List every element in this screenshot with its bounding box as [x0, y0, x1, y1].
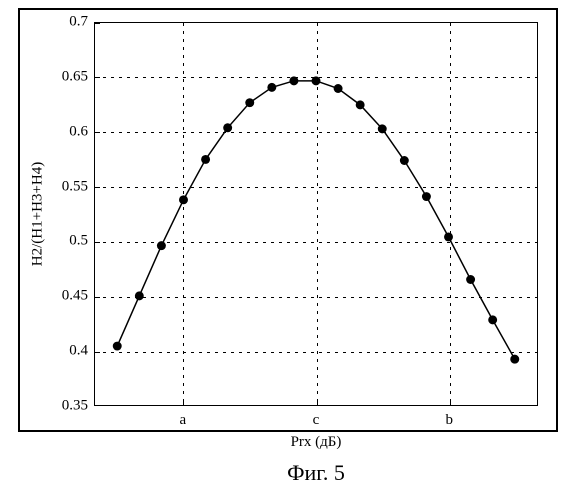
x-axis-label: Prx (дБ): [291, 434, 342, 451]
y-tick-label: 0.35: [62, 398, 94, 415]
y-axis-label: H2/(H1+H3+H4): [30, 162, 47, 266]
x-tick-label: b: [445, 412, 453, 429]
data-marker: [223, 123, 232, 132]
y-tick: [95, 23, 100, 24]
data-marker: [356, 100, 365, 109]
y-tick: [95, 352, 100, 353]
data-marker: [466, 275, 475, 284]
y-tick-label: 0.7: [69, 14, 94, 31]
x-tick-label: a: [179, 412, 186, 429]
data-marker: [400, 156, 409, 165]
data-marker: [267, 83, 276, 92]
y-tick-label: 0.65: [62, 68, 94, 85]
x-tick: [317, 400, 318, 405]
data-marker: [444, 232, 453, 241]
gridline-vertical: [450, 23, 451, 405]
plot-area: [94, 22, 538, 406]
data-marker: [113, 342, 122, 351]
gridline-vertical: [317, 23, 318, 405]
y-tick-label: 0.5: [69, 233, 94, 250]
x-tick-label: c: [313, 412, 320, 429]
data-marker: [510, 355, 519, 364]
y-tick: [95, 297, 100, 298]
data-marker: [422, 192, 431, 201]
figure-caption: Фиг. 5: [287, 460, 345, 486]
data-marker: [488, 315, 497, 324]
y-tick-label: 0.6: [69, 123, 94, 140]
y-tick-label: 0.45: [62, 288, 94, 305]
figure-page: H2/(H1+H3+H4) Prx (дБ) Фиг. 5 0.35 0.4 0.4…: [0, 0, 576, 500]
y-tick-label: 0.55: [62, 178, 94, 195]
data-marker: [245, 98, 254, 107]
y-tick: [95, 187, 100, 188]
y-tick: [95, 77, 100, 78]
data-marker: [201, 155, 210, 164]
data-marker: [334, 84, 343, 93]
y-tick: [95, 242, 100, 243]
x-tick: [450, 400, 451, 405]
y-tick: [95, 132, 100, 133]
x-tick: [183, 400, 184, 405]
gridline-vertical: [183, 23, 184, 405]
y-tick-label: 0.4: [69, 343, 94, 360]
